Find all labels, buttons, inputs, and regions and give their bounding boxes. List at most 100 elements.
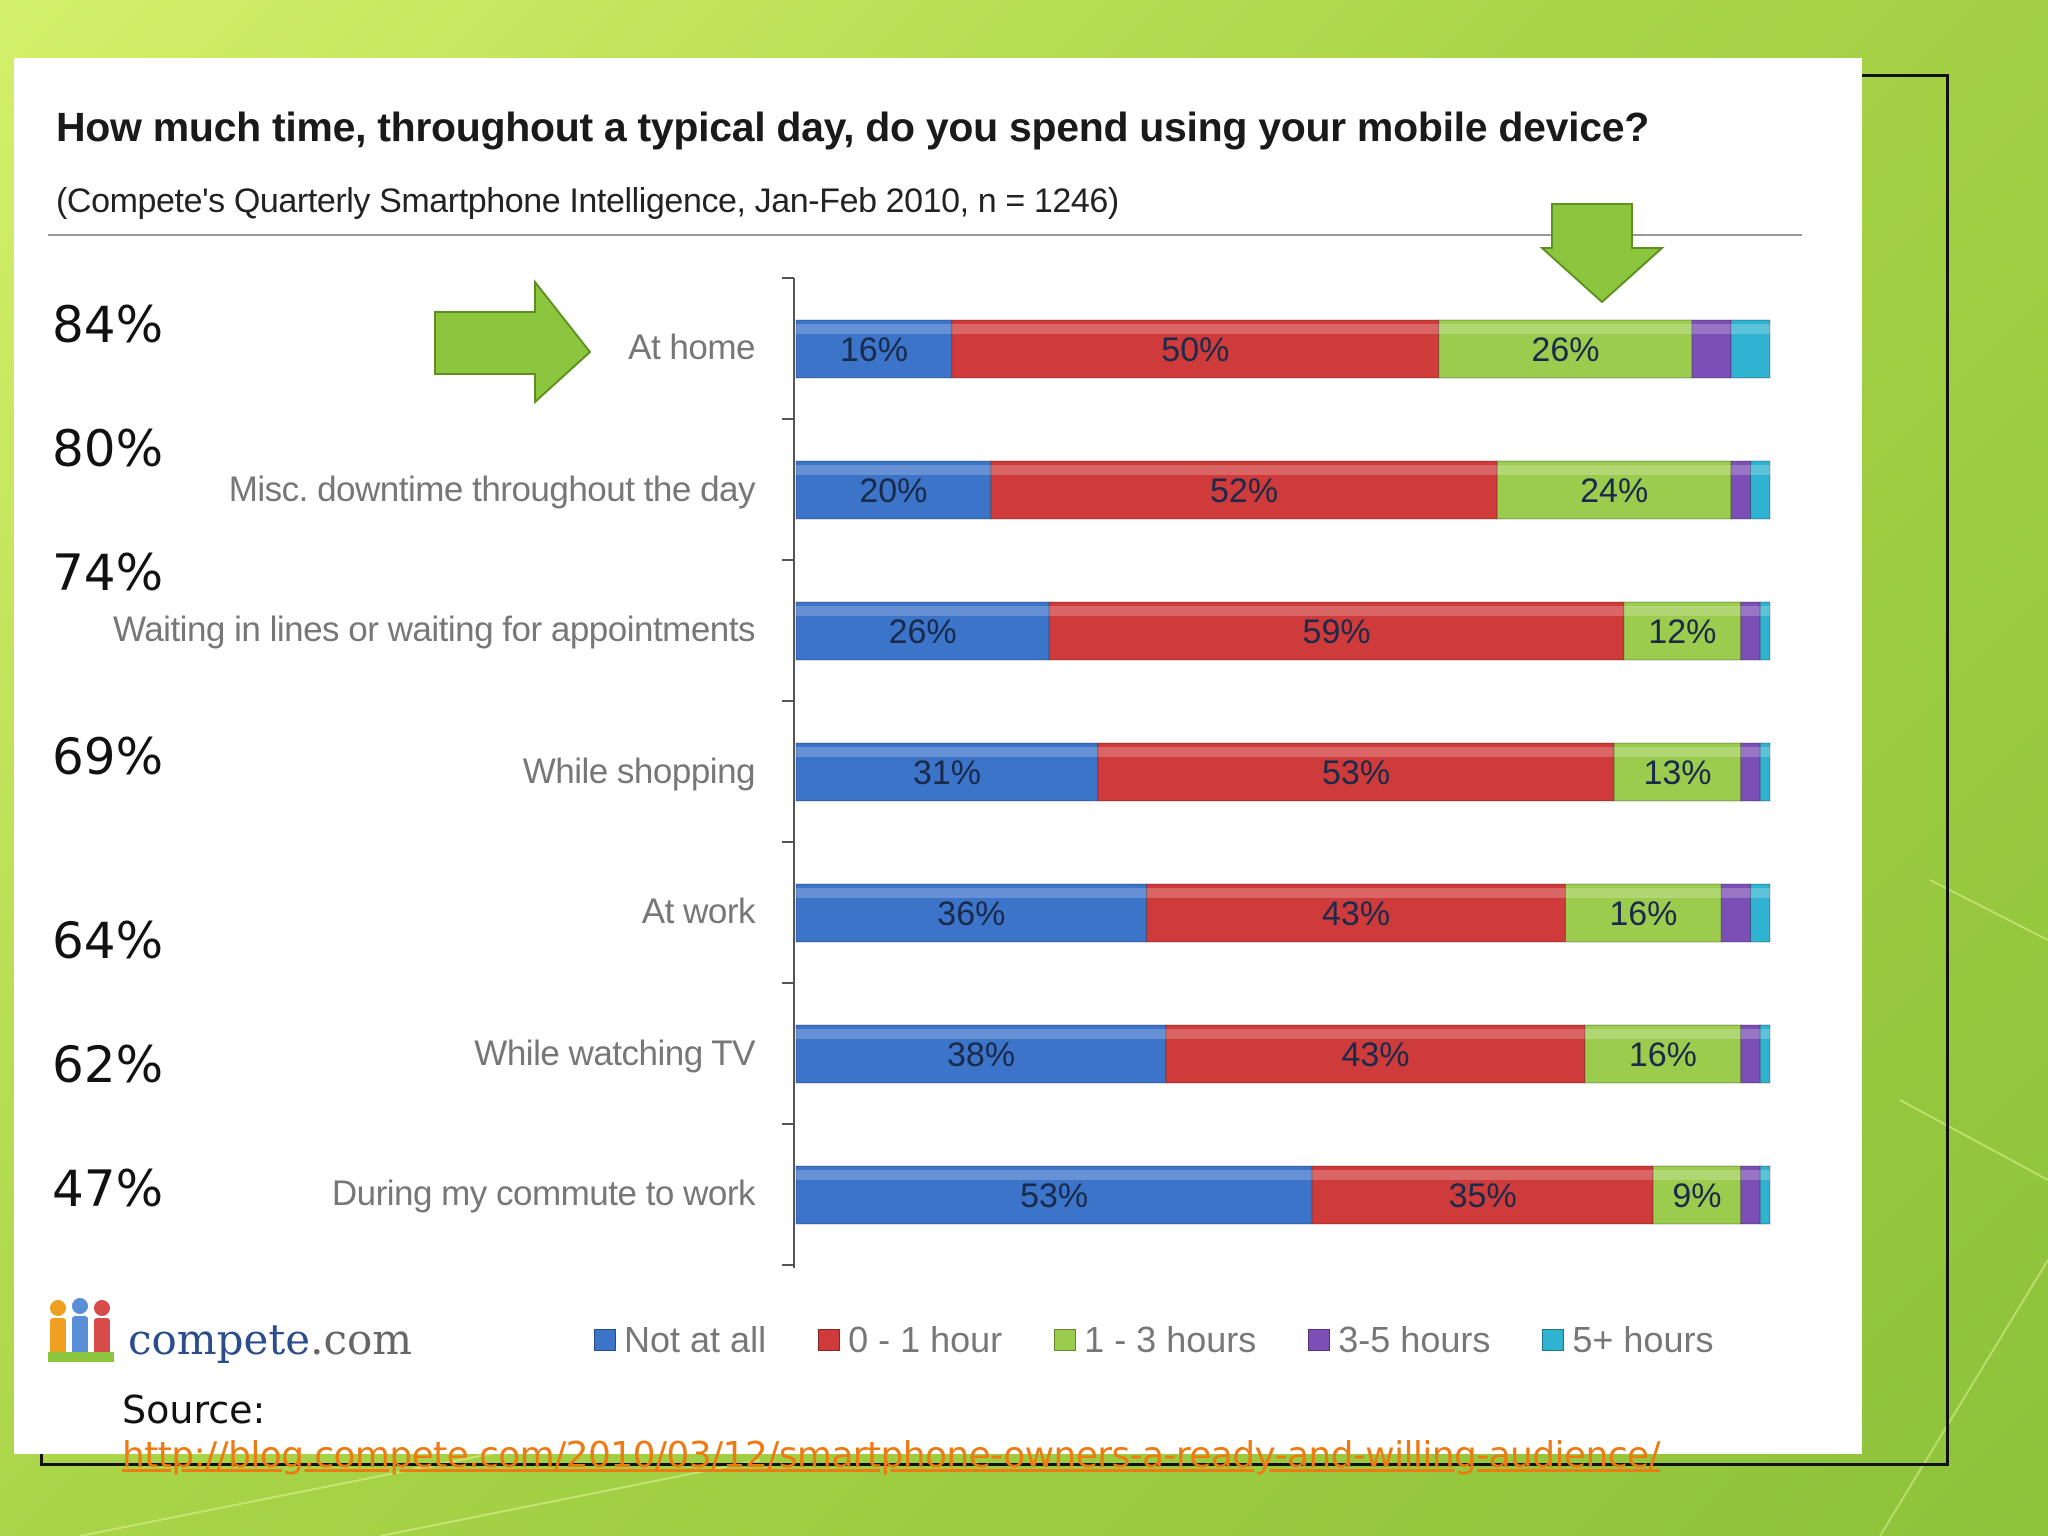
bar-segment	[1564, 883, 1722, 943]
bar-highlight	[1584, 1029, 1741, 1039]
bar-value-label: 9%	[1672, 1177, 1721, 1215]
bar-value-label: 35%	[1449, 1177, 1517, 1215]
bar-value-label: 38%	[947, 1036, 1015, 1074]
bar-highlight	[796, 606, 1050, 616]
bar-segment	[795, 319, 953, 379]
bar-highlight	[990, 465, 1498, 475]
bar-value-label: 16%	[1629, 1036, 1697, 1074]
bar-highlight	[1760, 1029, 1770, 1039]
highlight-arrows	[434, 203, 1665, 405]
side-percentage: 47%	[52, 1160, 164, 1218]
category-label: At work	[641, 892, 756, 931]
legend-label: 1 - 3 hours	[1084, 1319, 1257, 1360]
bar-value-label: 24%	[1580, 472, 1648, 510]
bar-highlight	[796, 1029, 1167, 1039]
bar-segment	[1097, 742, 1615, 802]
bar-highlight	[1740, 1170, 1761, 1180]
bar-value-label: 52%	[1210, 472, 1278, 510]
right-arrow-icon	[434, 279, 592, 405]
legend-label: Not at all	[624, 1319, 767, 1360]
side-percentage: 62%	[52, 1036, 164, 1094]
bar-segment	[1496, 460, 1732, 520]
bar-segment	[1720, 883, 1752, 943]
legend-label: 0 - 1 hour	[848, 1319, 1003, 1360]
bar-segment	[795, 1165, 1313, 1225]
bar-highlight	[951, 324, 1439, 334]
bar-value-label: 16%	[840, 331, 908, 369]
down-arrow-icon	[1539, 203, 1665, 304]
bar-value-label: 20%	[859, 472, 927, 510]
chart-title: How much time, throughout a typical day,…	[56, 104, 1649, 150]
bar-highlight	[1760, 1170, 1770, 1180]
bar-highlight	[796, 1170, 1313, 1180]
bars: 16% 50% 26% 20% 52% 24% 26% 59% 12% 31% 53% 13% 36% 4…	[795, 319, 1771, 1225]
bar-value-label: 26%	[889, 613, 957, 651]
bar-highlight	[796, 747, 1098, 757]
bar-highlight	[796, 324, 952, 334]
legend-item: 1 - 3 hours	[1054, 1319, 1256, 1361]
source-link[interactable]: http://blog.compete.com/2010/03/12/smart…	[122, 1435, 1661, 1476]
bar-value-label: 26%	[1531, 331, 1599, 369]
source-label: Source:	[122, 1388, 266, 1432]
bar-value-label: 36%	[937, 895, 1005, 933]
bar-value-label: 53%	[1020, 1177, 1088, 1215]
bar-value-label: 12%	[1648, 613, 1716, 651]
bar-highlight	[1497, 465, 1732, 475]
legend-label: 3-5 hours	[1338, 1319, 1491, 1360]
legend-label: 5+ hours	[1572, 1319, 1714, 1360]
legend-swatch	[1054, 1329, 1077, 1351]
bar-segment	[795, 742, 1099, 802]
bar-highlight	[1750, 465, 1770, 475]
logo-text: compete.com	[128, 1315, 412, 1364]
bar-segment	[795, 601, 1050, 661]
bar-highlight	[1614, 747, 1741, 757]
bar-value-label: 59%	[1303, 613, 1371, 651]
bar-value-label: 43%	[1322, 895, 1390, 933]
bar-value-label: 43%	[1341, 1036, 1409, 1074]
bar-highlight	[796, 465, 991, 475]
bar-highlight	[1740, 1029, 1761, 1039]
bar-segment	[1750, 460, 1771, 520]
bar-highlight	[1760, 606, 1770, 616]
bar-segment	[1165, 1024, 1586, 1084]
side-percentage: 64%	[52, 912, 164, 970]
bar-highlight	[1692, 324, 1732, 334]
side-percentage: 69%	[52, 728, 164, 786]
side-percentage: 80%	[52, 420, 164, 478]
legend-item: Not at all	[594, 1319, 766, 1361]
bar-segment	[951, 319, 1440, 379]
people-logo-icon	[48, 1298, 114, 1362]
logo-brand: compete	[128, 1314, 311, 1364]
bar-segment	[1691, 319, 1732, 379]
legend-item: 3-5 hours	[1308, 1319, 1490, 1361]
bar-segment	[1759, 1165, 1771, 1225]
bar-highlight	[1097, 747, 1615, 757]
category-label: At home	[628, 328, 755, 367]
bar-highlight	[1721, 888, 1751, 898]
side-percentage: 84%	[52, 296, 164, 354]
bar-highlight	[1623, 606, 1741, 616]
bar-highlight	[1740, 747, 1761, 757]
bar-segment	[1048, 601, 1625, 661]
category-label: While watching TV	[474, 1034, 755, 1073]
logo-suffix: .com	[310, 1314, 413, 1364]
bar-segment	[1652, 1165, 1742, 1225]
bar-segment	[1438, 319, 1693, 379]
bar-segment	[1623, 601, 1742, 661]
compete-logo: compete.com	[42, 1294, 412, 1384]
bar-segment	[1730, 319, 1771, 379]
category-label: Waiting in lines or waiting for appointm…	[112, 610, 756, 649]
legend-swatch	[594, 1329, 616, 1351]
bar-segment	[1759, 742, 1771, 802]
chart-subtitle: (Compete's Quarterly Smartphone Intellig…	[56, 182, 1119, 220]
bar-highlight	[1731, 324, 1770, 334]
bar-highlight	[1049, 606, 1624, 616]
bar-highlight	[1750, 888, 1770, 898]
bar-value-label: 13%	[1643, 754, 1711, 792]
bar-segment	[1759, 601, 1771, 661]
category-label: While shopping	[522, 752, 756, 791]
bar-highlight	[796, 888, 1147, 898]
bar-value-label: 16%	[1609, 895, 1677, 933]
bar-segment	[795, 883, 1148, 943]
